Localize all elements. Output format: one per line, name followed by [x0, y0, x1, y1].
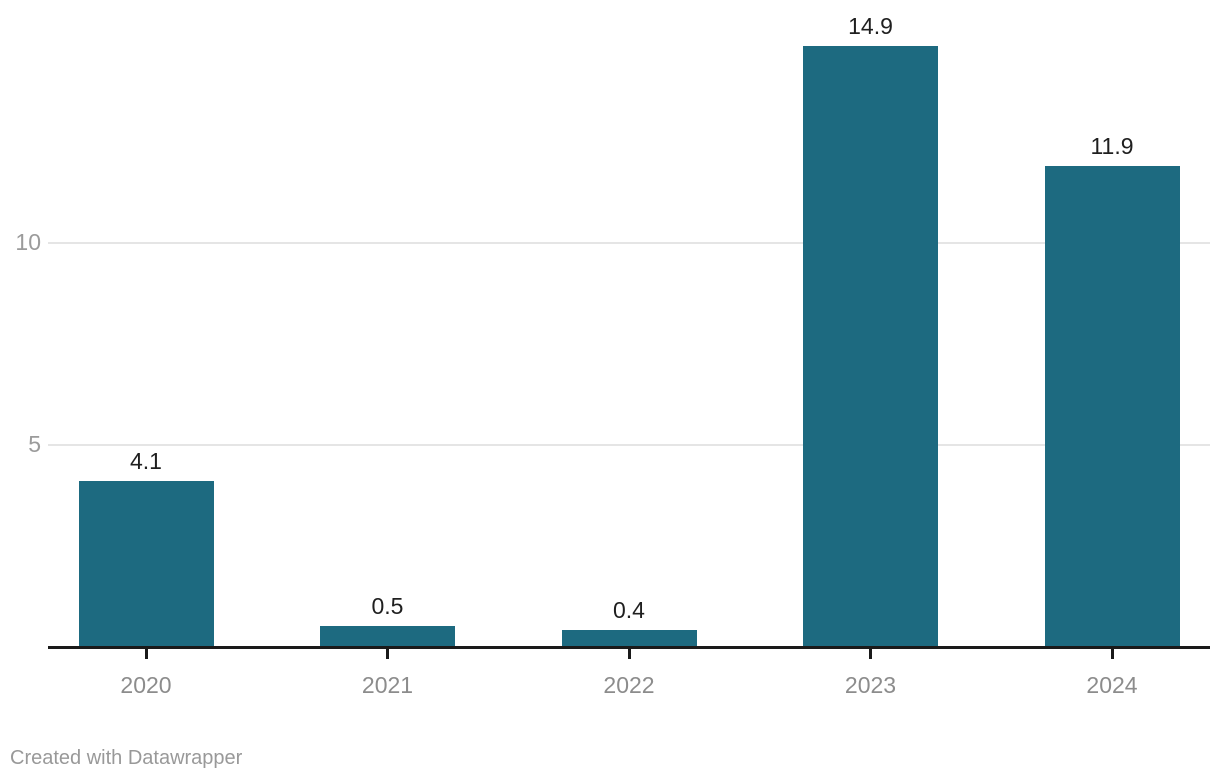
gridline-y-10: [48, 242, 1210, 244]
x-tick-label-2020: 2020: [120, 672, 172, 698]
bar-value-label-2023: 14.9: [848, 13, 893, 39]
bar-value-label-2020: 4.1: [130, 448, 162, 474]
bar-value-label-2022: 0.4: [613, 597, 645, 623]
x-tick-label-2023: 2023: [844, 672, 897, 698]
bar-2024[interactable]: [1044, 166, 1180, 646]
x-tick-label-2024: 2024: [1086, 672, 1138, 698]
x-axis-tick-2024: [1110, 649, 1114, 659]
bar-2020[interactable]: [78, 481, 214, 646]
y-tick-label-10: 10: [15, 229, 41, 255]
x-tick-label-2022: 2022: [603, 672, 655, 698]
bar-2021[interactable]: [320, 626, 455, 646]
bar-2022[interactable]: [561, 630, 697, 646]
x-axis-tick-2022: [627, 649, 631, 659]
bar-value-label-2024: 11.9: [1090, 133, 1134, 159]
bar-value-label-2021: 0.5: [371, 593, 404, 619]
x-axis-tick-2023: [869, 649, 872, 659]
y-tick-label-5: 5: [28, 431, 41, 457]
x-axis-tick-2021: [386, 649, 389, 659]
attribution-text: Created with Datawrapper: [10, 747, 243, 769]
x-axis-line: [48, 646, 1210, 649]
x-axis-tick-2020: [144, 649, 148, 659]
bar-2023[interactable]: [803, 46, 938, 646]
gridline-y-5: [48, 444, 1210, 446]
x-tick-label-2021: 2021: [361, 672, 414, 698]
